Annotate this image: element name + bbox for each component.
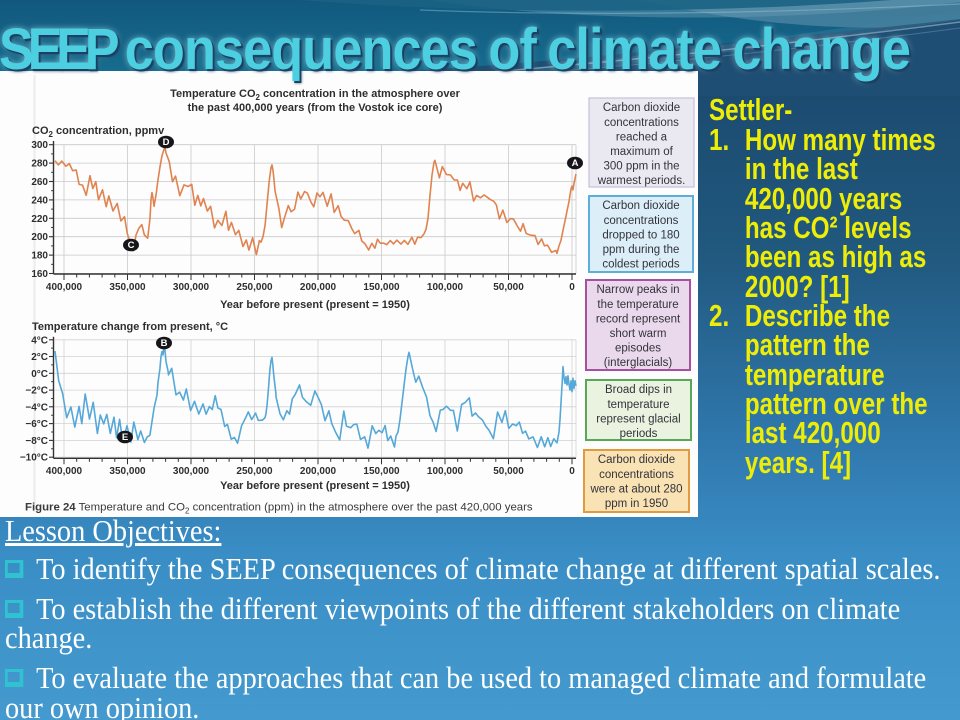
- svg-text:Narrow peaks in: Narrow peaks in: [596, 284, 679, 296]
- svg-text:episodes: episodes: [615, 343, 661, 355]
- svg-text:400,000: 400,000: [46, 466, 83, 477]
- svg-text:0°C: 0°C: [31, 369, 48, 380]
- svg-text:260: 260: [31, 177, 48, 188]
- svg-text:Temperature change from presen: Temperature change from present, °C: [32, 321, 228, 333]
- svg-text:Carbon dioxide: Carbon dioxide: [602, 200, 679, 212]
- svg-text:300: 300: [31, 140, 48, 151]
- svg-text:represent glacial: represent glacial: [596, 413, 680, 425]
- svg-text:maximum of: maximum of: [610, 146, 673, 158]
- svg-text:D: D: [163, 137, 170, 148]
- svg-text:CO2 concentration, ppmv: CO2 concentration, ppmv: [32, 125, 165, 139]
- svg-text:Broad dips in: Broad dips in: [605, 384, 672, 396]
- svg-text:150,000: 150,000: [363, 466, 400, 477]
- svg-text:2°C: 2°C: [31, 352, 48, 363]
- svg-text:150,000: 150,000: [363, 282, 400, 293]
- svg-text:ppm in 1950: ppm in 1950: [605, 498, 668, 510]
- svg-text:220: 220: [31, 214, 48, 225]
- svg-text:E: E: [122, 432, 128, 443]
- svg-text:A: A: [572, 158, 579, 169]
- svg-text:Figure 24 Temperature and CO2: Figure 24 Temperature and CO2 concentrat…: [25, 502, 533, 516]
- svg-text:short warm: short warm: [610, 328, 667, 340]
- svg-text:B: B: [161, 338, 168, 349]
- svg-text:240: 240: [31, 195, 48, 206]
- svg-text:record represent: record represent: [596, 313, 681, 325]
- svg-text:250,000: 250,000: [236, 466, 273, 477]
- svg-text:350,000: 350,000: [109, 466, 146, 477]
- svg-text:−2°C: −2°C: [25, 386, 48, 397]
- svg-text:4°C: 4°C: [31, 335, 48, 346]
- svg-text:300,000: 300,000: [173, 282, 210, 293]
- svg-text:200,000: 200,000: [300, 282, 337, 293]
- svg-text:50,000: 50,000: [493, 282, 524, 293]
- svg-text:temperature: temperature: [607, 399, 669, 411]
- svg-text:the temperature: the temperature: [597, 299, 678, 311]
- svg-text:Year before present (present =: Year before present (present = 1950): [220, 480, 410, 492]
- svg-text:Year before present (present =: Year before present (present = 1950): [220, 299, 410, 311]
- svg-text:180: 180: [31, 251, 48, 262]
- svg-text:were at about 280: were at about 280: [589, 483, 682, 495]
- svg-text:Carbon dioxide: Carbon dioxide: [598, 454, 675, 466]
- svg-text:250,000: 250,000: [236, 282, 273, 293]
- svg-text:200,000: 200,000: [300, 466, 337, 477]
- svg-text:concentrations: concentrations: [599, 469, 674, 481]
- svg-text:concentrations: concentrations: [604, 117, 679, 129]
- svg-text:50,000: 50,000: [493, 466, 524, 477]
- svg-text:−6°C: −6°C: [25, 419, 48, 430]
- svg-text:280: 280: [31, 159, 48, 170]
- svg-text:dropped to 180: dropped to 180: [602, 229, 679, 241]
- svg-text:0: 0: [569, 282, 575, 293]
- svg-text:−4°C: −4°C: [25, 402, 48, 413]
- svg-text:the past 400,000 years (from t: the past 400,000 years (from the Vostok …: [188, 102, 443, 114]
- svg-text:100,000: 100,000: [427, 282, 464, 293]
- svg-text:concentrations: concentrations: [604, 215, 679, 227]
- svg-text:300 ppm in the: 300 ppm in the: [603, 161, 679, 173]
- svg-text:periods: periods: [620, 428, 658, 440]
- svg-text:(interglacials): (interglacials): [604, 357, 673, 369]
- svg-text:C: C: [128, 240, 135, 251]
- svg-text:warmest periods.: warmest periods.: [597, 175, 686, 187]
- svg-text:0: 0: [569, 466, 575, 477]
- svg-text:400,000: 400,000: [46, 282, 83, 293]
- svg-text:100,000: 100,000: [427, 466, 464, 477]
- svg-text:350,000: 350,000: [109, 282, 146, 293]
- svg-text:160: 160: [31, 269, 48, 280]
- svg-text:−8°C: −8°C: [25, 436, 48, 447]
- svg-text:200: 200: [31, 232, 48, 243]
- svg-text:Temperature CO2 concentration: Temperature CO2 concentration in the atm…: [170, 88, 460, 102]
- svg-text:coldest periods: coldest periods: [602, 259, 680, 271]
- svg-text:−10°C: −10°C: [20, 453, 48, 464]
- svg-text:ppm during the: ppm during the: [603, 244, 680, 256]
- svg-text:300,000: 300,000: [173, 466, 210, 477]
- svg-text:Carbon dioxide: Carbon dioxide: [603, 102, 680, 114]
- svg-text:reached a: reached a: [616, 131, 668, 143]
